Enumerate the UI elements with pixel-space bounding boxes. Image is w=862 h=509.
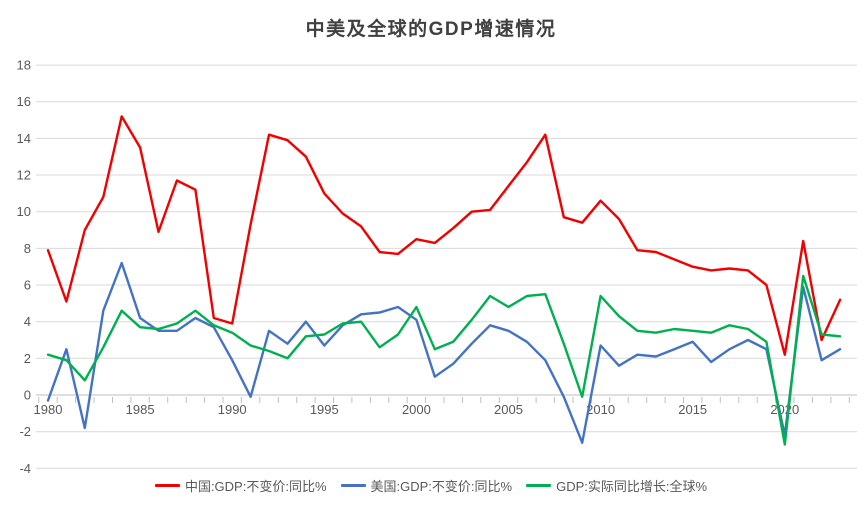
- x-tick-label: 1985: [126, 402, 155, 417]
- y-tick-label: 0: [24, 388, 31, 403]
- y-tick-label: 16: [17, 94, 31, 109]
- legend-label: 美国:GDP:不变价:同比%: [370, 479, 513, 494]
- y-tick-label: 4: [24, 314, 31, 329]
- y-tick-label: 10: [17, 204, 31, 219]
- x-tick-label: 2005: [494, 402, 523, 417]
- legend-label: 中国:GDP:不变价:同比%: [184, 479, 327, 494]
- legend-item-2: GDP:实际同比增长:全球%: [523, 476, 710, 495]
- legend-label: GDP:实际同比增长:全球%: [556, 479, 708, 494]
- y-tick-label: -4: [19, 461, 31, 476]
- y-tick-label: 6: [24, 278, 31, 293]
- legend-item-0: 中国:GDP:不变价:同比%: [152, 476, 330, 495]
- y-tick-label: 14: [17, 131, 31, 146]
- series-line-0: [46, 115, 842, 356]
- legend-swatch-icon: [340, 484, 366, 487]
- x-tick-label: 2015: [678, 402, 707, 417]
- series-line-2: [46, 274, 842, 446]
- chart-legend: 中国:GDP:不变价:同比% 美国:GDP:不变价:同比% GDP:实际同比增长:全…: [0, 476, 862, 495]
- x-tick-label: 2000: [402, 402, 431, 417]
- x-tick-label: 1980: [34, 402, 63, 417]
- series-line-1: [46, 261, 842, 444]
- x-tick-label: 2010: [586, 402, 615, 417]
- y-tick-label: 18: [17, 58, 31, 73]
- y-tick-label: 8: [24, 241, 31, 256]
- y-tick-label: -2: [19, 424, 31, 439]
- x-tick-label: 1990: [218, 402, 247, 417]
- legend-item-1: 美国:GDP:不变价:同比%: [338, 476, 516, 495]
- legend-swatch-icon: [526, 484, 552, 487]
- y-tick-label: 12: [17, 168, 31, 183]
- y-tick-label: 2: [24, 351, 31, 366]
- legend-swatch-icon: [154, 484, 180, 487]
- x-tick-label: 2020: [770, 402, 799, 417]
- chart-title: 中美及全球的GDP增速情况: [305, 19, 557, 40]
- x-tick-label: 1995: [310, 402, 339, 417]
